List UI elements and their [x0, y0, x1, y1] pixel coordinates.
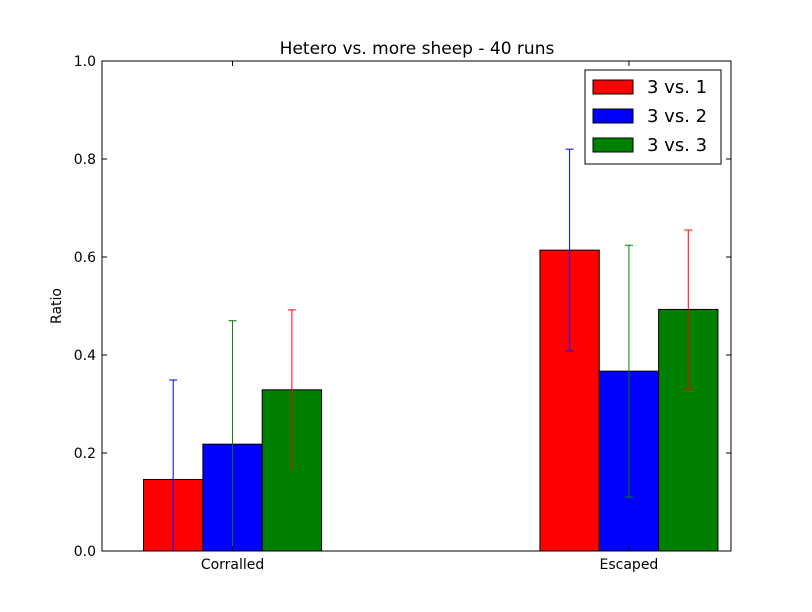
legend-swatch [592, 79, 634, 95]
y-tick-label: 0.8 [74, 152, 96, 168]
y-axis-label: Ratio [49, 288, 65, 324]
x-tick-label: Corralled [201, 557, 264, 573]
chart-title: Hetero vs. more sheep - 40 runs [280, 39, 555, 59]
legend: 3 vs. 1 3 vs. 2 3 vs. 3 [584, 69, 722, 165]
legend-label: 3 vs. 2 [647, 106, 707, 127]
legend-swatch [592, 108, 634, 124]
y-tick-label: 0.6 [74, 250, 96, 266]
y-tick-label: 0.2 [74, 446, 96, 462]
x-tick-label: Escaped [600, 557, 659, 573]
legend-label: 3 vs. 1 [647, 77, 707, 98]
y-tick-label: 1.0 [74, 54, 96, 70]
y-tick-label: 0.0 [74, 544, 96, 560]
legend-label: 3 vs. 3 [647, 135, 707, 156]
plot-area: Corralled Escaped 0.0 0.2 0.4 0.6 0.8 1.0 [74, 54, 732, 573]
axes-frame [101, 60, 732, 552]
y-tick-label: 0.4 [74, 348, 96, 364]
legend-swatch [592, 137, 634, 153]
